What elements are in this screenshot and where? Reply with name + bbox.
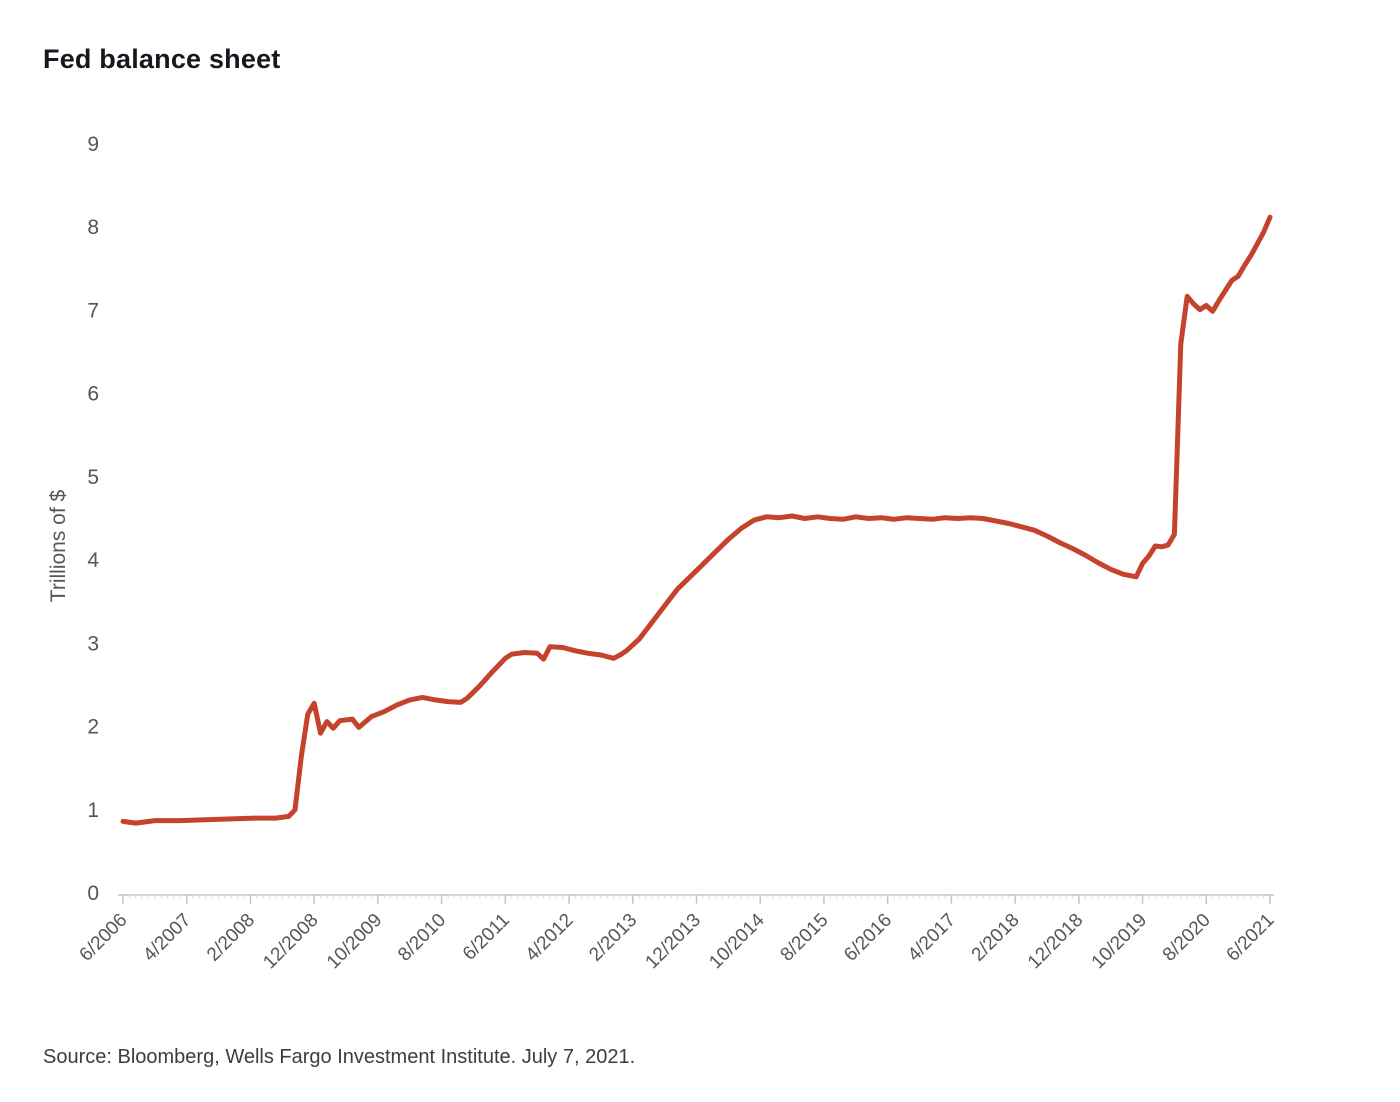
x-axis-labels: 6/2006 4/2007 2/2008 12/2008 10/2009 8/2010 6/…	[76, 909, 1279, 973]
y-tick-label: 8	[87, 216, 99, 239]
x-tick-label: 10/2014	[705, 909, 769, 973]
x-tick-label: 10/2019	[1088, 910, 1151, 973]
y-tick-label: 5	[87, 466, 99, 489]
y-tick-label: 3	[87, 632, 99, 655]
x-tick-label: 8/2015	[777, 910, 833, 966]
series-line	[120, 214, 1273, 826]
x-tick-label: 2/2018	[968, 910, 1024, 966]
x-tick-label: 12/2008	[259, 910, 322, 973]
x-tick-label: 4/2007	[139, 910, 195, 966]
x-tick-label: 6/2021	[1223, 910, 1279, 966]
y-axis-title: Trillions of $	[47, 489, 70, 602]
x-tick-label: 4/2017	[904, 910, 960, 966]
x-tick-label: 8/2020	[1159, 910, 1215, 966]
x-tick-label: 2/2013	[585, 910, 641, 966]
source-note: Source: Bloomberg, Wells Fargo Investmen…	[43, 1046, 636, 1068]
x-tick-label: 2/2008	[203, 910, 259, 966]
x-tick-label: 8/2010	[394, 910, 450, 966]
y-tick-label: 0	[87, 882, 99, 905]
y-tick-label: 1	[87, 799, 99, 822]
x-tick-label: 4/2012	[522, 910, 578, 966]
x-tick-label: 10/2009	[323, 910, 386, 973]
y-tick-label: 2	[87, 716, 99, 739]
y-tick-label: 6	[87, 383, 99, 406]
x-tick-label: 12/2018	[1024, 910, 1087, 973]
y-tick-label: 4	[87, 549, 99, 572]
y-axis-labels: 0 1 2 3 4 5 6 7 8 9	[87, 133, 99, 905]
x-tick-label: 6/2006	[76, 910, 132, 966]
x-tick-label: 6/2016	[840, 910, 896, 966]
y-tick-label: 7	[87, 299, 99, 322]
x-tick-label: 6/2011	[459, 910, 514, 965]
x-axis-major-ticks	[122, 895, 1271, 904]
chart-title: Fed balance sheet	[43, 44, 281, 74]
x-axis-minor-ticks	[128, 895, 1265, 899]
y-tick-label: 9	[87, 133, 99, 156]
x-tick-label: 12/2013	[642, 910, 705, 973]
